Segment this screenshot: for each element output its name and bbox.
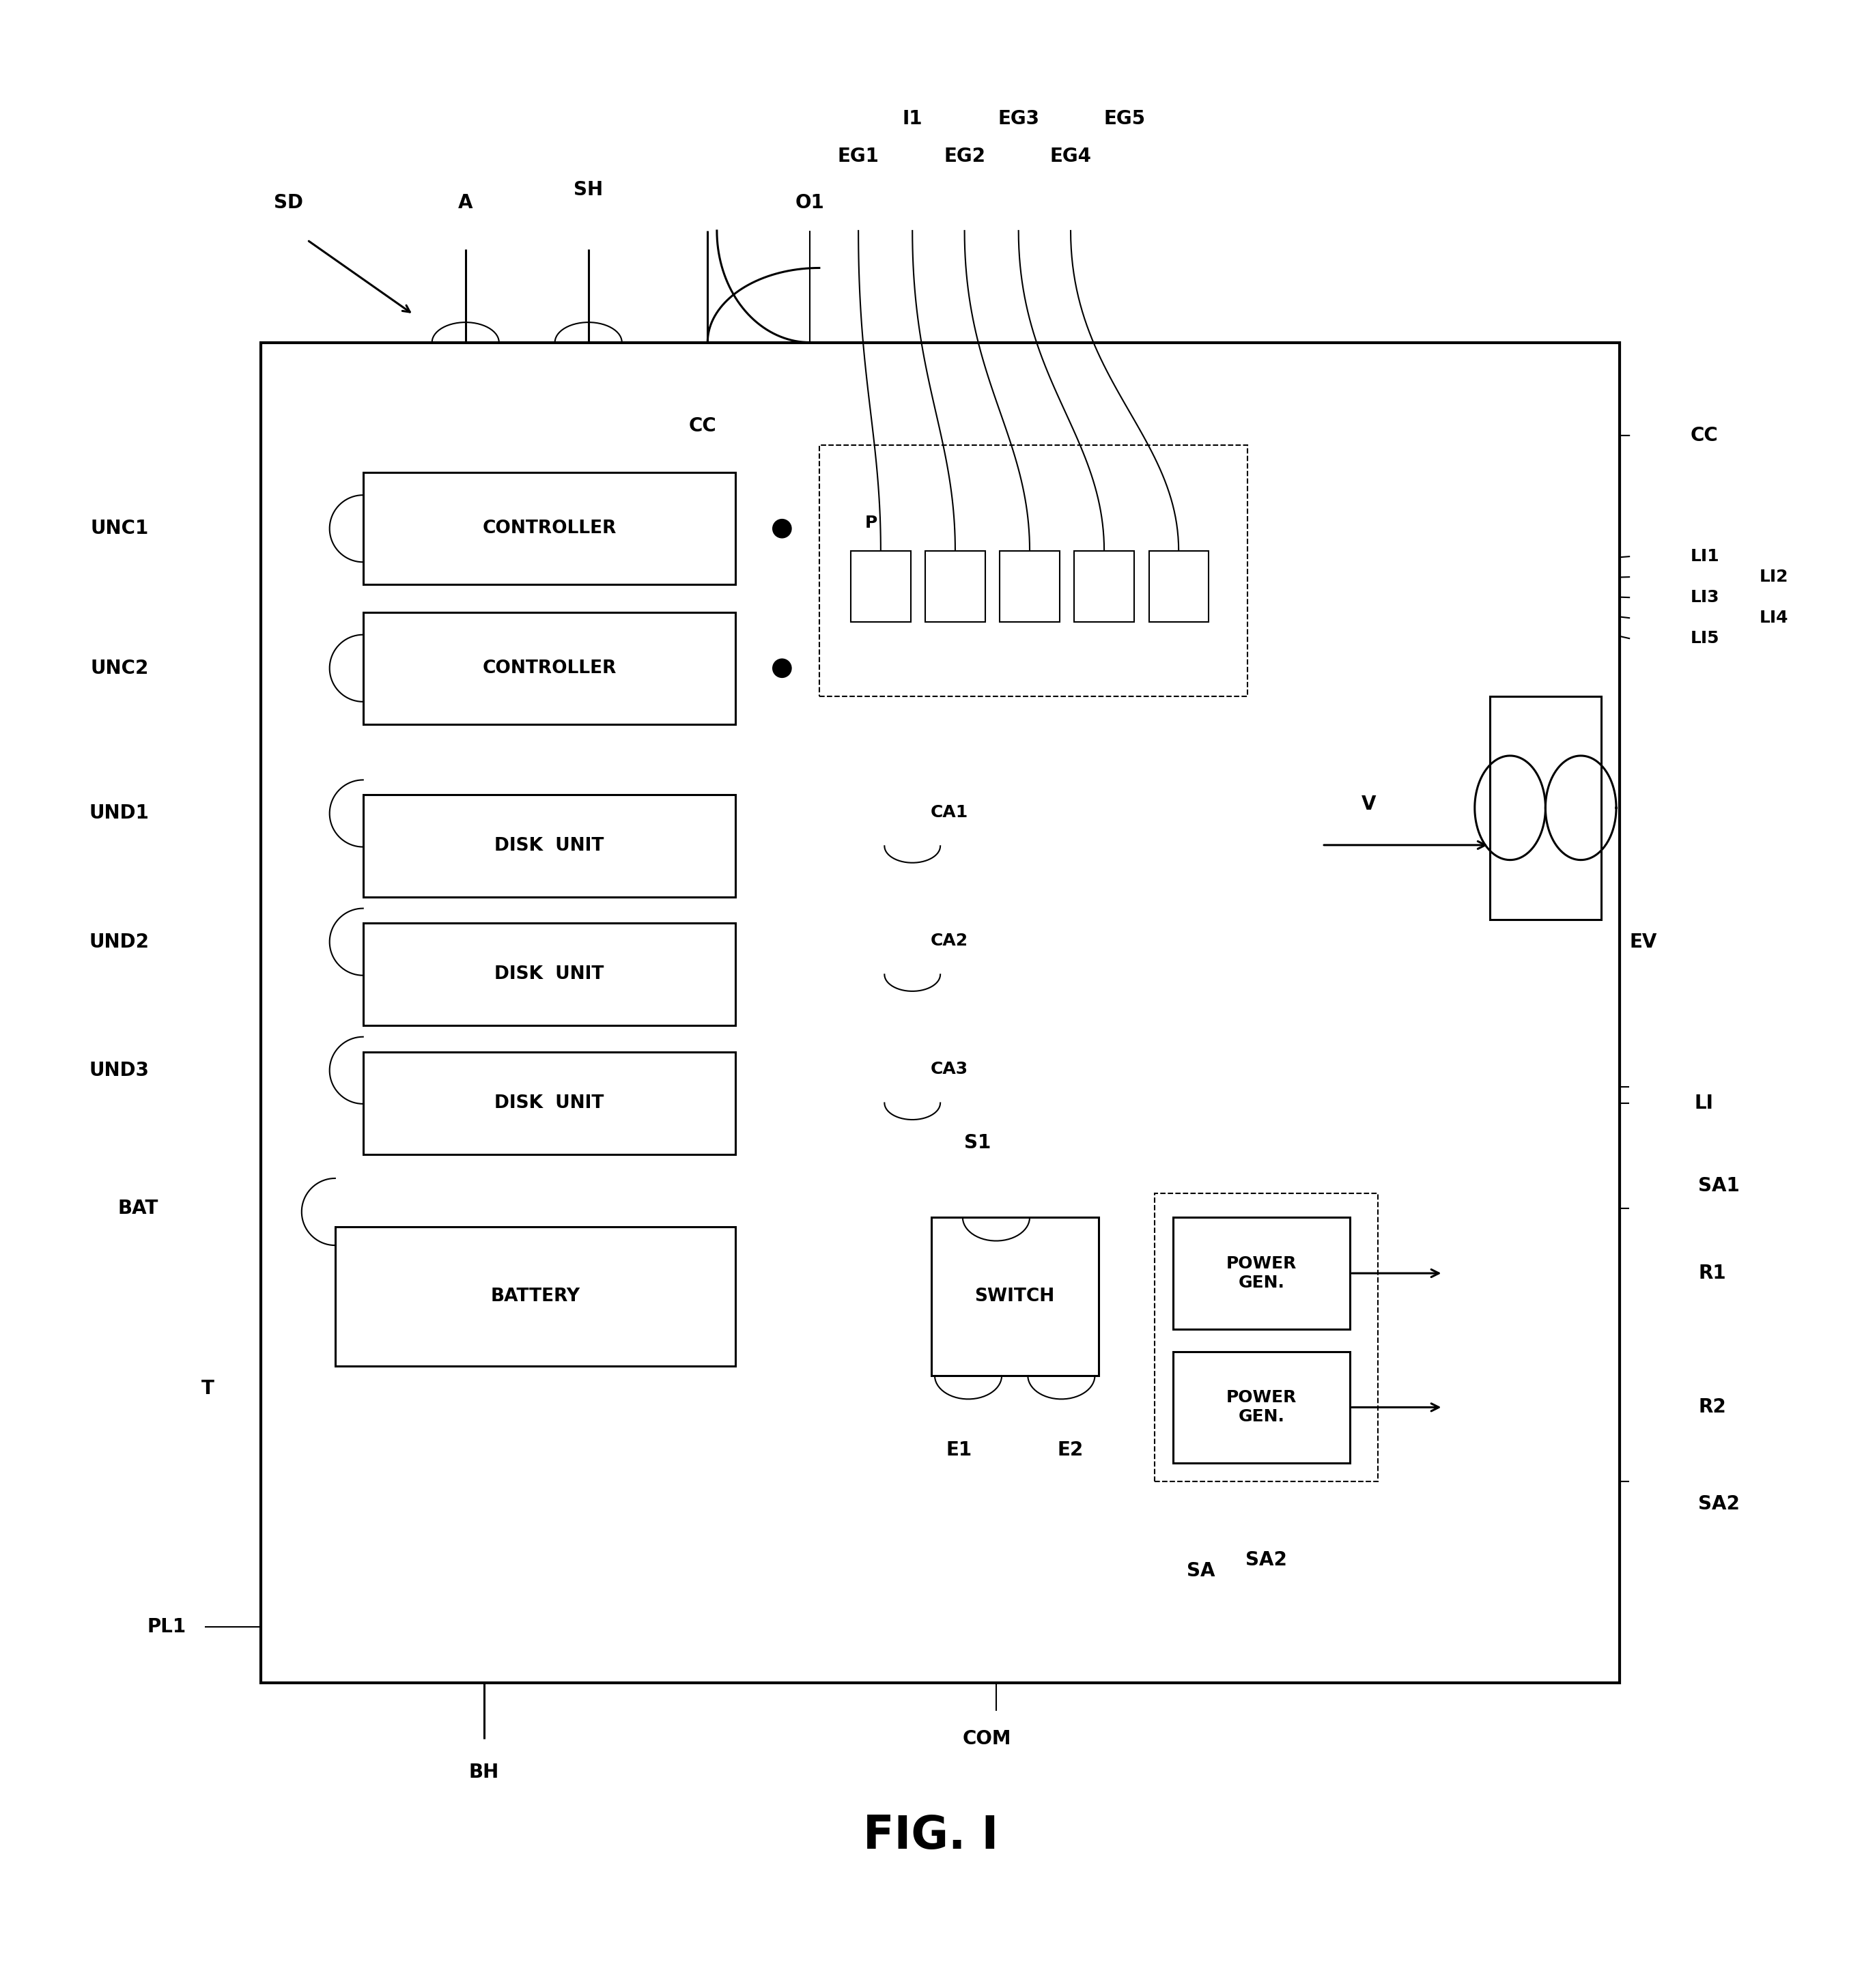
Bar	[1490, 696, 1601, 920]
Text: R2: R2	[1698, 1398, 1726, 1417]
Bar	[931, 1217, 1099, 1376]
Text: LI1: LI1	[1691, 549, 1720, 565]
Bar	[819, 445, 1248, 696]
Text: UND1: UND1	[89, 803, 149, 823]
Bar	[1173, 1217, 1350, 1330]
Text: COM: COM	[963, 1730, 1011, 1747]
Text: V: V	[1361, 795, 1376, 813]
Bar	[925, 551, 985, 622]
Text: SA2: SA2	[1246, 1551, 1287, 1569]
Text: POWER
GEN.: POWER GEN.	[1227, 1256, 1296, 1290]
Text: EG2: EG2	[944, 147, 985, 165]
Text: UND2: UND2	[89, 932, 149, 952]
Text: S1: S1	[965, 1133, 991, 1153]
Text: UNC2: UNC2	[91, 658, 149, 678]
Bar	[1173, 1352, 1350, 1463]
Text: CA1: CA1	[931, 805, 968, 821]
Text: CA2: CA2	[931, 932, 968, 948]
Text: EG4: EG4	[1050, 147, 1091, 165]
Bar	[363, 473, 735, 584]
Bar	[1149, 551, 1208, 622]
Text: LI5: LI5	[1691, 630, 1720, 646]
Text: LI2: LI2	[1760, 569, 1789, 584]
Text: EV: EV	[1629, 932, 1657, 952]
Text: LI: LI	[1694, 1093, 1713, 1113]
Text: CONTROLLER: CONTROLLER	[482, 660, 616, 678]
Text: E2: E2	[1058, 1441, 1084, 1459]
Text: PL1: PL1	[147, 1618, 186, 1636]
Text: EG1: EG1	[838, 147, 879, 165]
Bar	[363, 612, 735, 724]
Text: T: T	[201, 1380, 214, 1398]
Bar	[363, 795, 735, 897]
Circle shape	[773, 519, 791, 539]
Text: DISK  UNIT: DISK UNIT	[495, 837, 603, 855]
Text: BAT: BAT	[117, 1199, 158, 1219]
Bar	[1074, 551, 1134, 622]
Text: DISK  UNIT: DISK UNIT	[495, 1093, 603, 1111]
Bar	[335, 1227, 735, 1366]
Bar	[1000, 551, 1059, 622]
Text: EG5: EG5	[1104, 109, 1145, 129]
Text: SA2: SA2	[1698, 1495, 1739, 1513]
Text: LI3: LI3	[1691, 588, 1720, 606]
Text: POWER
GEN.: POWER GEN.	[1227, 1390, 1296, 1425]
Text: SD: SD	[274, 193, 304, 213]
Text: E1: E1	[946, 1441, 972, 1459]
Text: CA3: CA3	[931, 1062, 968, 1077]
Bar	[1154, 1193, 1378, 1481]
Text: A: A	[458, 193, 473, 213]
Bar	[851, 551, 911, 622]
Text: FIG. I: FIG. I	[864, 1813, 998, 1859]
Text: CC: CC	[689, 417, 717, 435]
Text: BATTERY: BATTERY	[490, 1288, 581, 1306]
Bar	[261, 342, 1620, 1682]
Text: LI4: LI4	[1760, 610, 1789, 626]
Text: BH: BH	[469, 1763, 499, 1781]
Text: SWITCH: SWITCH	[976, 1288, 1054, 1306]
Text: SA: SA	[1186, 1561, 1216, 1580]
Text: UNC1: UNC1	[91, 519, 149, 539]
Text: SA1: SA1	[1698, 1177, 1739, 1195]
Circle shape	[773, 658, 791, 678]
Text: DISK  UNIT: DISK UNIT	[495, 966, 603, 984]
Text: CC: CC	[1691, 425, 1719, 445]
Text: UND3: UND3	[89, 1062, 149, 1079]
Text: R1: R1	[1698, 1264, 1726, 1282]
Text: EG3: EG3	[998, 109, 1039, 129]
Text: SH: SH	[573, 181, 603, 199]
Text: I1: I1	[903, 109, 922, 129]
Bar	[363, 1052, 735, 1155]
Text: P: P	[866, 515, 877, 531]
Bar	[363, 922, 735, 1026]
Text: O1: O1	[795, 193, 825, 213]
Text: CONTROLLER: CONTROLLER	[482, 519, 616, 537]
